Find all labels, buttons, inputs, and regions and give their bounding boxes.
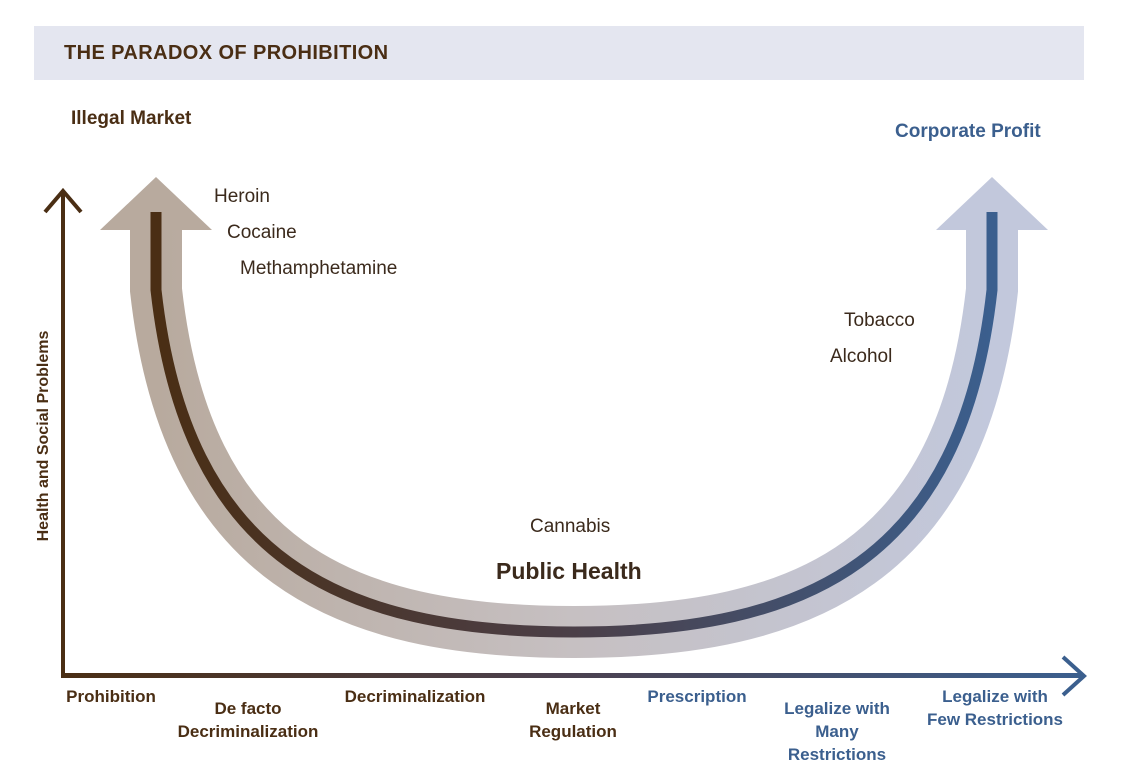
illegal-market-label: Illegal Market bbox=[71, 108, 192, 129]
title-band: THE PARADOX OF PROHIBITION bbox=[34, 26, 1084, 80]
stage-legalize-few-restrictions: Legalize with Few Restrictions bbox=[927, 685, 1063, 731]
stage-legalize-many-restrictions: Legalize with Many Restrictions bbox=[784, 697, 890, 763]
stage-line: Prescription bbox=[647, 687, 747, 706]
stage-line: Regulation bbox=[529, 722, 617, 741]
drug-label-heroin: Heroin bbox=[214, 186, 270, 207]
x-axis-arrowhead bbox=[1061, 655, 1087, 697]
thin-u-curve bbox=[150, 212, 998, 638]
stage-line: Restrictions bbox=[787, 745, 887, 763]
y-axis-label: Health and Social Problems bbox=[35, 330, 52, 542]
stage-line: De facto bbox=[214, 699, 282, 718]
page-title: THE PARADOX OF PROHIBITION bbox=[64, 42, 389, 64]
drug-label-cannabis: Cannabis bbox=[530, 516, 611, 537]
corporate-profit-label: Corporate Profit bbox=[895, 121, 1041, 142]
stage-line: Legalize with bbox=[784, 699, 890, 718]
stage-line: Decriminalization bbox=[177, 722, 319, 741]
drug-label-alcohol: Alcohol bbox=[830, 346, 893, 367]
drug-label-cocaine: Cocaine bbox=[227, 222, 297, 243]
stage-prescription: Prescription bbox=[647, 685, 746, 708]
stage-line: Prohibition bbox=[66, 687, 156, 706]
stage-line: Decriminalization bbox=[344, 687, 486, 706]
y-axis-arrowhead bbox=[43, 187, 83, 214]
wide-arrowhead-left bbox=[100, 177, 212, 230]
stage-line: Market bbox=[545, 699, 601, 718]
wide-arrowhead-right bbox=[936, 177, 1048, 230]
stage-prohibition: Prohibition bbox=[66, 685, 156, 708]
stage-line: Legalize with bbox=[942, 687, 1048, 706]
x-axis-line bbox=[61, 673, 1081, 678]
stage-line: Many bbox=[815, 722, 859, 741]
public-health-label: Public Health bbox=[496, 558, 642, 584]
stage-market-regulation: Market Regulation bbox=[529, 697, 617, 743]
stage-de-facto-decriminalization: De facto Decriminalization bbox=[178, 697, 319, 743]
drug-label-methamphetamine: Methamphetamine bbox=[240, 258, 398, 279]
stage-line: Few Restrictions bbox=[926, 710, 1064, 729]
stage-decriminalization: Decriminalization bbox=[345, 685, 486, 708]
drug-label-tobacco: Tobacco bbox=[844, 310, 915, 331]
